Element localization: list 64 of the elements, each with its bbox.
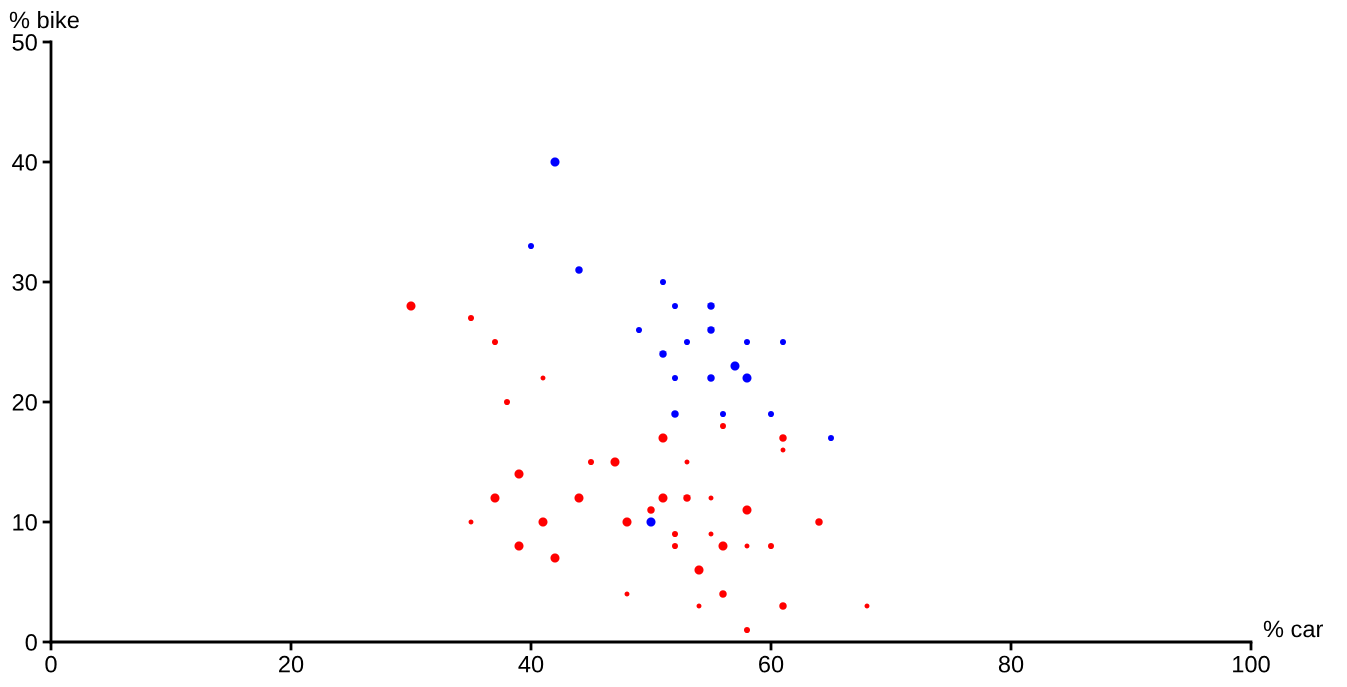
point [467, 314, 475, 322]
point [647, 506, 655, 514]
point [514, 469, 524, 479]
point [538, 517, 548, 527]
point [815, 518, 823, 526]
point [683, 494, 691, 502]
point [514, 541, 524, 551]
point [707, 374, 715, 382]
point [671, 374, 679, 382]
point [719, 410, 727, 418]
point [550, 553, 560, 563]
y-tick-label: 40 [12, 154, 37, 171]
y-tick-label: 0 [25, 634, 37, 651]
point [683, 338, 691, 346]
point [694, 565, 704, 575]
point [743, 338, 751, 346]
point [779, 602, 787, 610]
point [743, 626, 751, 634]
point [550, 157, 560, 167]
y-tick-label: 10 [13, 514, 37, 531]
x-tick-label: 40 [518, 655, 544, 673]
point [503, 398, 511, 406]
x-tick-label: 80 [998, 655, 1024, 673]
point [635, 326, 643, 334]
y-tick-label: 20 [12, 394, 37, 411]
point [575, 266, 583, 274]
x-axis-title: % car [1263, 620, 1323, 638]
y-tick-label: 50 [12, 34, 37, 51]
point [491, 338, 499, 346]
point [827, 434, 835, 442]
point [406, 301, 416, 311]
point [658, 433, 668, 443]
point [622, 517, 632, 527]
point [490, 493, 500, 503]
point [707, 326, 715, 334]
point [659, 350, 667, 358]
point [610, 457, 620, 467]
point [779, 338, 787, 346]
point [574, 493, 584, 503]
point [671, 542, 679, 550]
point [742, 505, 752, 515]
point [767, 410, 775, 418]
y-axis-title: % bike [9, 10, 79, 29]
point [659, 278, 667, 286]
point [718, 541, 728, 551]
y-tick-label: 30 [12, 274, 37, 291]
point [730, 361, 740, 371]
point [671, 530, 679, 538]
x-tick-label: 60 [759, 655, 784, 673]
x-tick-label: 0 [45, 655, 57, 673]
point [671, 302, 679, 310]
x-tick-label: 20 [279, 655, 304, 673]
point [527, 242, 535, 250]
point [767, 542, 775, 550]
point [719, 422, 727, 430]
point [707, 302, 715, 310]
point [646, 517, 656, 527]
point [742, 373, 752, 383]
point [587, 458, 595, 466]
point [658, 493, 668, 503]
point [671, 410, 679, 418]
point [779, 434, 787, 442]
x-tick-label: 100 [1233, 655, 1270, 673]
point [719, 590, 727, 598]
